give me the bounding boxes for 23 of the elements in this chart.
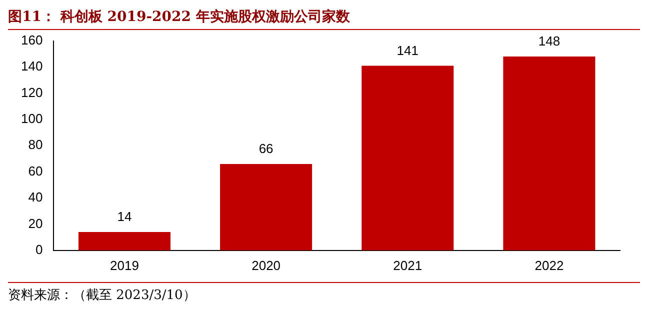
y-tick-label: 140 [20,58,43,74]
chart-title: 图11： 科创板 2019-2022 年实施股权激励公司家数 [8,8,640,30]
bar [503,56,596,250]
data-label: 14 [117,209,132,224]
y-tick-label: 40 [28,190,43,205]
x-tick-label: 2020 [252,258,281,273]
y-tick-label: 0 [35,242,43,257]
bar [220,164,312,250]
text: 资料来源：（截至 2023/3/10） [8,282,640,304]
y-tick-label: 100 [20,110,43,126]
y-tick-label: 60 [28,163,43,178]
y-tick-label: 80 [28,137,43,152]
y-tick-label: 20 [28,216,43,231]
data-label: 141 [396,42,418,58]
x-tick-label: 2021 [393,258,422,273]
y-tick-label: 120 [20,84,43,100]
x-tick-label: 2019 [110,258,139,273]
bar [362,66,454,250]
data-label: 148 [538,34,560,49]
data-label: 66 [258,141,274,156]
x-tick-label: 2022 [534,258,564,273]
y-tick-label: 160 [20,32,43,48]
bar [78,232,170,250]
